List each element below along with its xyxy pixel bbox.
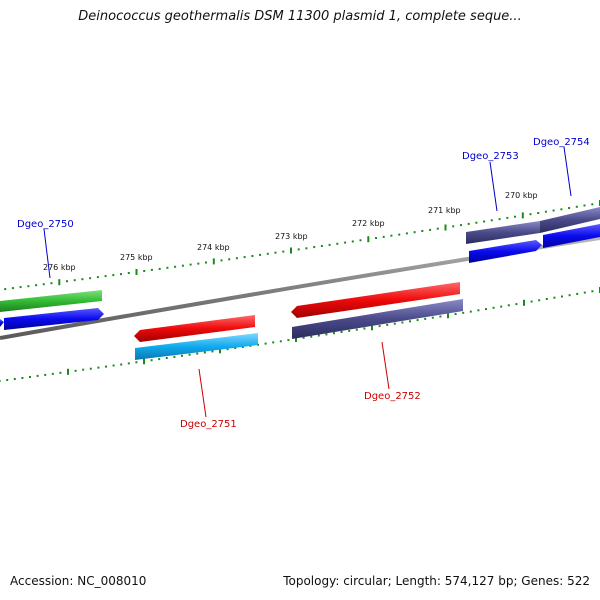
inner-tick-ring xyxy=(0,287,600,382)
genes-label: Genes: xyxy=(521,574,564,588)
purple-feature-2754[interactable] xyxy=(540,207,600,233)
gene-label-dgeo-2750[interactable]: Dgeo_2750 xyxy=(17,219,74,230)
leader-dgeo-2753 xyxy=(489,161,498,212)
genes-value: 522 xyxy=(567,574,590,588)
tick-label-271: 271 kbp xyxy=(428,206,461,215)
cds-dgeo-2751[interactable] xyxy=(134,315,255,342)
cds-dgeo-2753[interactable] xyxy=(469,240,542,263)
tick-label-275: 275 kbp xyxy=(120,253,153,262)
sequence-summary: Topology: circular; Length: 574,127 bp; … xyxy=(283,574,590,588)
gene-label-dgeo-2751[interactable]: Dgeo_2751 xyxy=(180,419,237,430)
gene-label-dgeo-2753[interactable]: Dgeo_2753 xyxy=(462,151,519,162)
accession-info: Accession: NC_008010 xyxy=(10,574,146,588)
gene-labels: Dgeo_2750 Dgeo_2751 Dgeo_2752 Dgeo_2753 … xyxy=(17,137,590,430)
purple-feature-2753[interactable] xyxy=(466,221,540,244)
length-label: Length: xyxy=(395,574,441,588)
leader-dgeo-2754 xyxy=(563,146,572,197)
tick-label-274: 274 kbp xyxy=(197,243,230,252)
topology-label: Topology: xyxy=(283,574,340,588)
tick-label-270: 270 kbp xyxy=(505,191,538,200)
gene-label-dgeo-2752[interactable]: Dgeo_2752 xyxy=(364,391,421,402)
accession-label: Accession: xyxy=(10,574,74,588)
leader-dgeo-2751 xyxy=(198,368,207,418)
gene-leaders xyxy=(43,146,572,418)
purple-feature-2752[interactable] xyxy=(292,299,463,339)
length-value: 574,127 bp xyxy=(444,574,514,588)
outer-tick-ring xyxy=(4,200,600,291)
tick-label-272: 272 kbp xyxy=(352,219,385,228)
green-feature[interactable] xyxy=(0,290,102,312)
gene-label-dgeo-2754[interactable]: Dgeo_2754 xyxy=(533,137,590,148)
tick-labels: 276 kbp 275 kbp 274 kbp 273 kbp 272 kbp … xyxy=(43,191,538,272)
tick-label-276: 276 kbp xyxy=(43,263,76,272)
map-title: Deinococcus geothermalis DSM 11300 plasm… xyxy=(78,9,522,24)
leader-dgeo-2752 xyxy=(381,341,390,390)
cds-dgeo-2754[interactable] xyxy=(543,224,600,248)
topology-value: circular xyxy=(343,574,388,588)
accession-value: NC_008010 xyxy=(77,574,147,588)
feature-tracks xyxy=(0,207,600,360)
leader-dgeo-2750 xyxy=(43,228,51,279)
cds-dgeo-2752[interactable] xyxy=(291,282,460,318)
cds-dgeo-2750[interactable] xyxy=(4,308,104,330)
tick-label-273: 273 kbp xyxy=(275,232,308,241)
cds-fragment-left[interactable] xyxy=(0,319,4,327)
cyan-feature[interactable] xyxy=(135,333,258,360)
